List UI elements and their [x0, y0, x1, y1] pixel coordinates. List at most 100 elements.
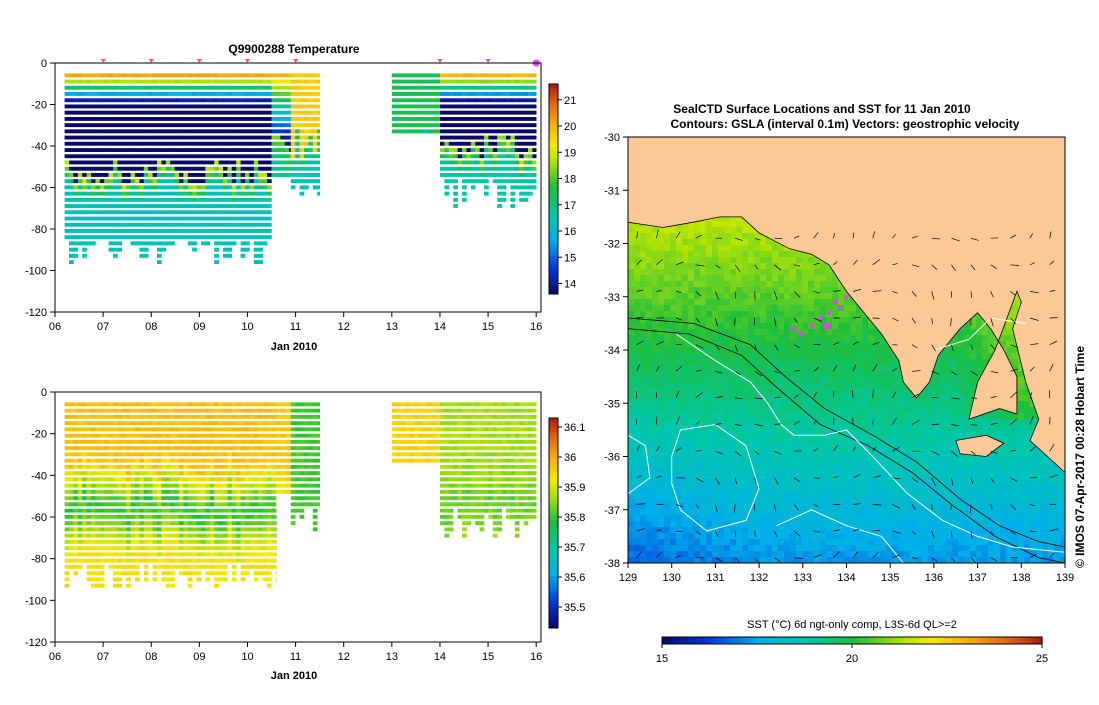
data-cell: [65, 105, 70, 109]
data-cell: [519, 496, 524, 500]
data-cell: [427, 98, 432, 102]
temperature-x-label: Jan 2010: [271, 341, 317, 353]
profile-marker: [197, 59, 202, 63]
data-cell: [197, 86, 202, 90]
y-tick-label: 0: [41, 387, 47, 399]
data-cell: [291, 421, 296, 425]
data-cell: [291, 136, 296, 140]
data-cell: [497, 192, 502, 196]
data-cell: [197, 204, 202, 208]
data-cell: [69, 260, 74, 264]
data-cell: [280, 161, 285, 165]
colorbar-segment: [549, 593, 558, 597]
data-cell: [223, 490, 228, 494]
data-cell: [427, 73, 432, 77]
data-cell: [65, 217, 70, 221]
data-cell: [285, 484, 290, 488]
data-cell: [254, 409, 259, 413]
data-cell: [271, 552, 276, 556]
data-cell: [82, 490, 87, 494]
data-cell: [480, 415, 485, 419]
data-cell: [295, 484, 300, 488]
data-cell: [414, 440, 419, 444]
data-cell: [175, 540, 180, 544]
data-cell: [117, 465, 122, 469]
data-cell: [232, 117, 237, 121]
data-cell: [78, 204, 83, 208]
data-cell: [271, 471, 276, 475]
data-cell: [227, 421, 232, 425]
data-cell: [205, 154, 210, 158]
data-cell: [157, 98, 162, 102]
data-cell: [528, 86, 533, 90]
data-cell: [236, 446, 241, 450]
data-cell: [166, 117, 171, 121]
colorbar-segment: [549, 600, 558, 604]
data-cell: [484, 111, 489, 115]
data-cell: [245, 571, 250, 575]
data-cell: [488, 105, 493, 109]
data-cell: [179, 142, 184, 146]
data-cell: [179, 148, 184, 152]
data-cell: [100, 459, 105, 463]
data-cell: [100, 123, 105, 127]
data-cell: [519, 142, 524, 146]
colorbar-segment: [549, 516, 558, 520]
data-cell: [488, 421, 493, 425]
data-cell: [291, 154, 296, 158]
data-cell: [515, 446, 520, 450]
data-cell: [466, 496, 471, 500]
colorbar-segment: [549, 555, 558, 559]
data-cell: [223, 198, 228, 202]
y-tick-label: -20: [31, 429, 47, 441]
data-cell: [308, 105, 313, 109]
data-cell: [227, 248, 232, 252]
data-cell: [69, 565, 74, 569]
data-cell: [254, 241, 259, 245]
data-cell: [462, 402, 467, 406]
data-cell: [519, 123, 524, 127]
data-cell: [78, 241, 83, 245]
data-cell: [453, 161, 458, 165]
data-cell: [201, 185, 206, 189]
data-cell: [197, 148, 202, 152]
data-cell: [104, 452, 109, 456]
data-cell: [493, 111, 498, 115]
data-cell: [263, 565, 268, 569]
data-cell: [69, 248, 74, 252]
data-cell: [528, 490, 533, 494]
data-cell: [524, 80, 529, 84]
data-cell: [493, 98, 498, 102]
data-cell: [528, 123, 533, 127]
data-cell: [532, 471, 536, 475]
data-cell: [236, 123, 241, 127]
colorbar-segment: [549, 168, 558, 172]
data-cell: [95, 440, 100, 444]
data-cell: [258, 167, 263, 171]
data-cell: [109, 421, 114, 425]
data-cell: [144, 148, 149, 152]
data-cell: [175, 123, 180, 127]
data-cell: [192, 117, 197, 121]
data-cell: [249, 484, 254, 488]
data-cell: [179, 154, 184, 158]
data-cell: [131, 129, 136, 133]
data-cell: [453, 490, 458, 494]
data-cell: [493, 427, 498, 431]
data-cell: [232, 434, 237, 438]
data-cell: [241, 577, 246, 581]
data-cell: [214, 565, 219, 569]
data-cell: [148, 459, 153, 463]
data-cell: [484, 129, 489, 133]
data-cell: [126, 477, 131, 481]
data-cell: [126, 452, 131, 456]
data-cell: [258, 235, 263, 239]
data-cell: [82, 484, 87, 488]
data-cell: [148, 421, 153, 425]
data-cell: [267, 484, 272, 488]
data-cell: [392, 86, 397, 90]
data-cell: [313, 496, 318, 500]
data-cell: [267, 421, 272, 425]
data-cell: [484, 446, 489, 450]
data-cell: [113, 415, 118, 419]
